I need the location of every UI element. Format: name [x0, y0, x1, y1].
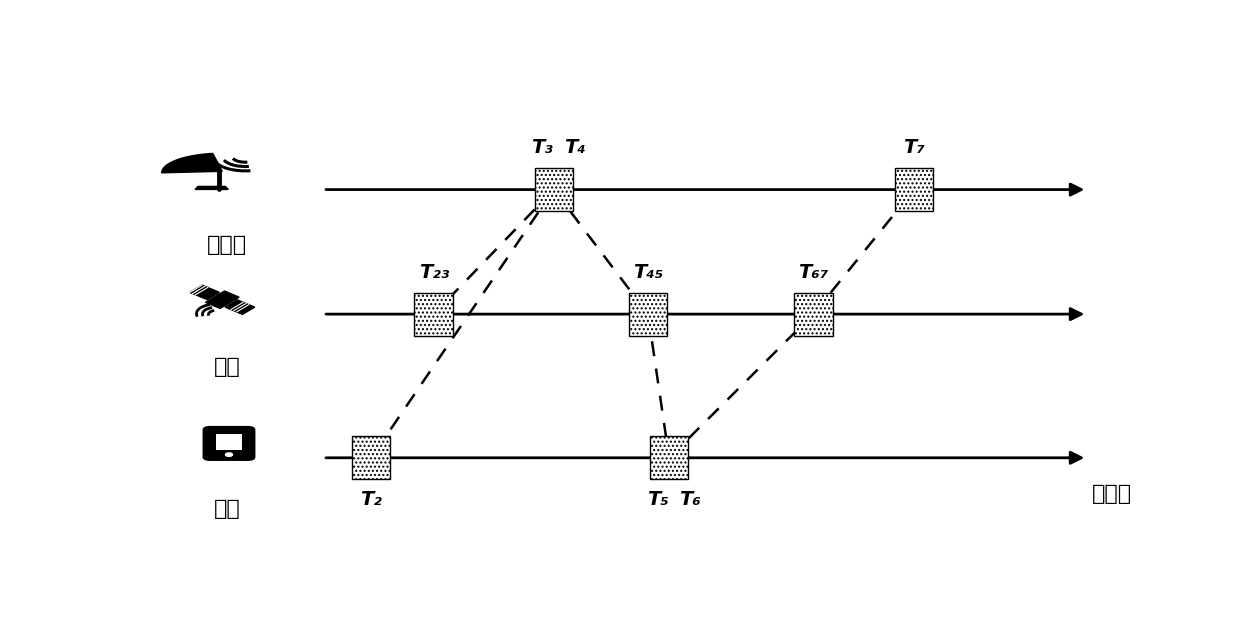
Text: T₂₃: T₂₃: [419, 263, 449, 282]
Text: T₄₅: T₄₅: [632, 263, 663, 282]
FancyBboxPatch shape: [202, 426, 255, 461]
Polygon shape: [226, 300, 254, 314]
Circle shape: [226, 453, 232, 457]
Text: 时间轴: 时间轴: [1092, 484, 1132, 504]
Text: T₂: T₂: [361, 490, 382, 509]
Text: T₆₇: T₆₇: [799, 263, 828, 282]
Polygon shape: [206, 291, 239, 309]
Polygon shape: [161, 154, 222, 173]
Text: 卫星: 卫星: [213, 357, 241, 377]
Bar: [650, 436, 688, 480]
Text: T₃: T₃: [532, 139, 553, 157]
Bar: [414, 292, 453, 336]
Text: T₄: T₄: [564, 139, 585, 157]
Bar: [216, 434, 243, 450]
Text: T₇: T₇: [903, 139, 925, 157]
Polygon shape: [190, 285, 219, 300]
Text: 终端: 终端: [213, 498, 241, 519]
Bar: [352, 436, 391, 480]
Text: T₆: T₆: [680, 490, 701, 509]
Text: T₅: T₅: [647, 490, 668, 509]
Bar: [794, 292, 832, 336]
Bar: [895, 168, 934, 211]
Polygon shape: [195, 187, 228, 190]
Bar: [534, 168, 573, 211]
Bar: [629, 292, 667, 336]
Text: 信关站: 信关站: [207, 235, 247, 255]
